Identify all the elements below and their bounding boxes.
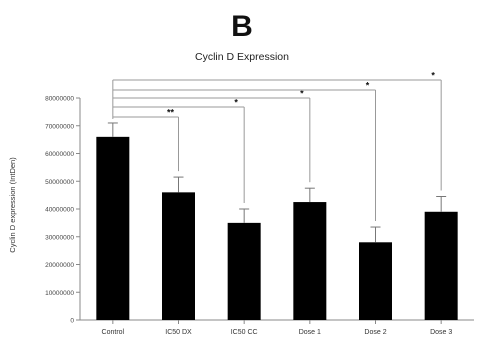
x-tick-label: IC50 CC [231,329,258,336]
y-tick-label: 50000000 [45,179,74,186]
y-tick-label: 0 [70,318,74,325]
y-axis-label: Cyclin D expression (IntDen) [8,157,17,253]
x-tick-label: Dose 2 [364,329,386,336]
chart-title: Cyclin D Expression [195,51,289,63]
bar [359,242,392,320]
x-tick-label: Control [102,329,125,336]
y-tick-label: 40000000 [45,207,74,214]
y-tick-label: 60000000 [45,151,74,158]
y-tick-label: 80000000 [45,96,74,103]
x-tick-label: IC50 DX [165,329,192,336]
bar [228,223,261,320]
bar [96,137,129,320]
panel-label: B [231,10,253,43]
y-tick-label: 10000000 [45,290,74,297]
y-tick-label: 20000000 [45,262,74,269]
y-tick-label: 30000000 [45,234,74,241]
significance-label: * [366,81,370,91]
bar [162,192,195,320]
y-tick-label: 70000000 [45,123,74,130]
x-tick-label: Dose 1 [299,329,321,336]
significance-label: * [234,98,238,108]
bar [293,202,326,320]
x-tick-label: Dose 3 [430,329,452,336]
significance-label: * [431,71,435,81]
significance-label: ** [167,108,175,118]
bar [425,212,458,320]
